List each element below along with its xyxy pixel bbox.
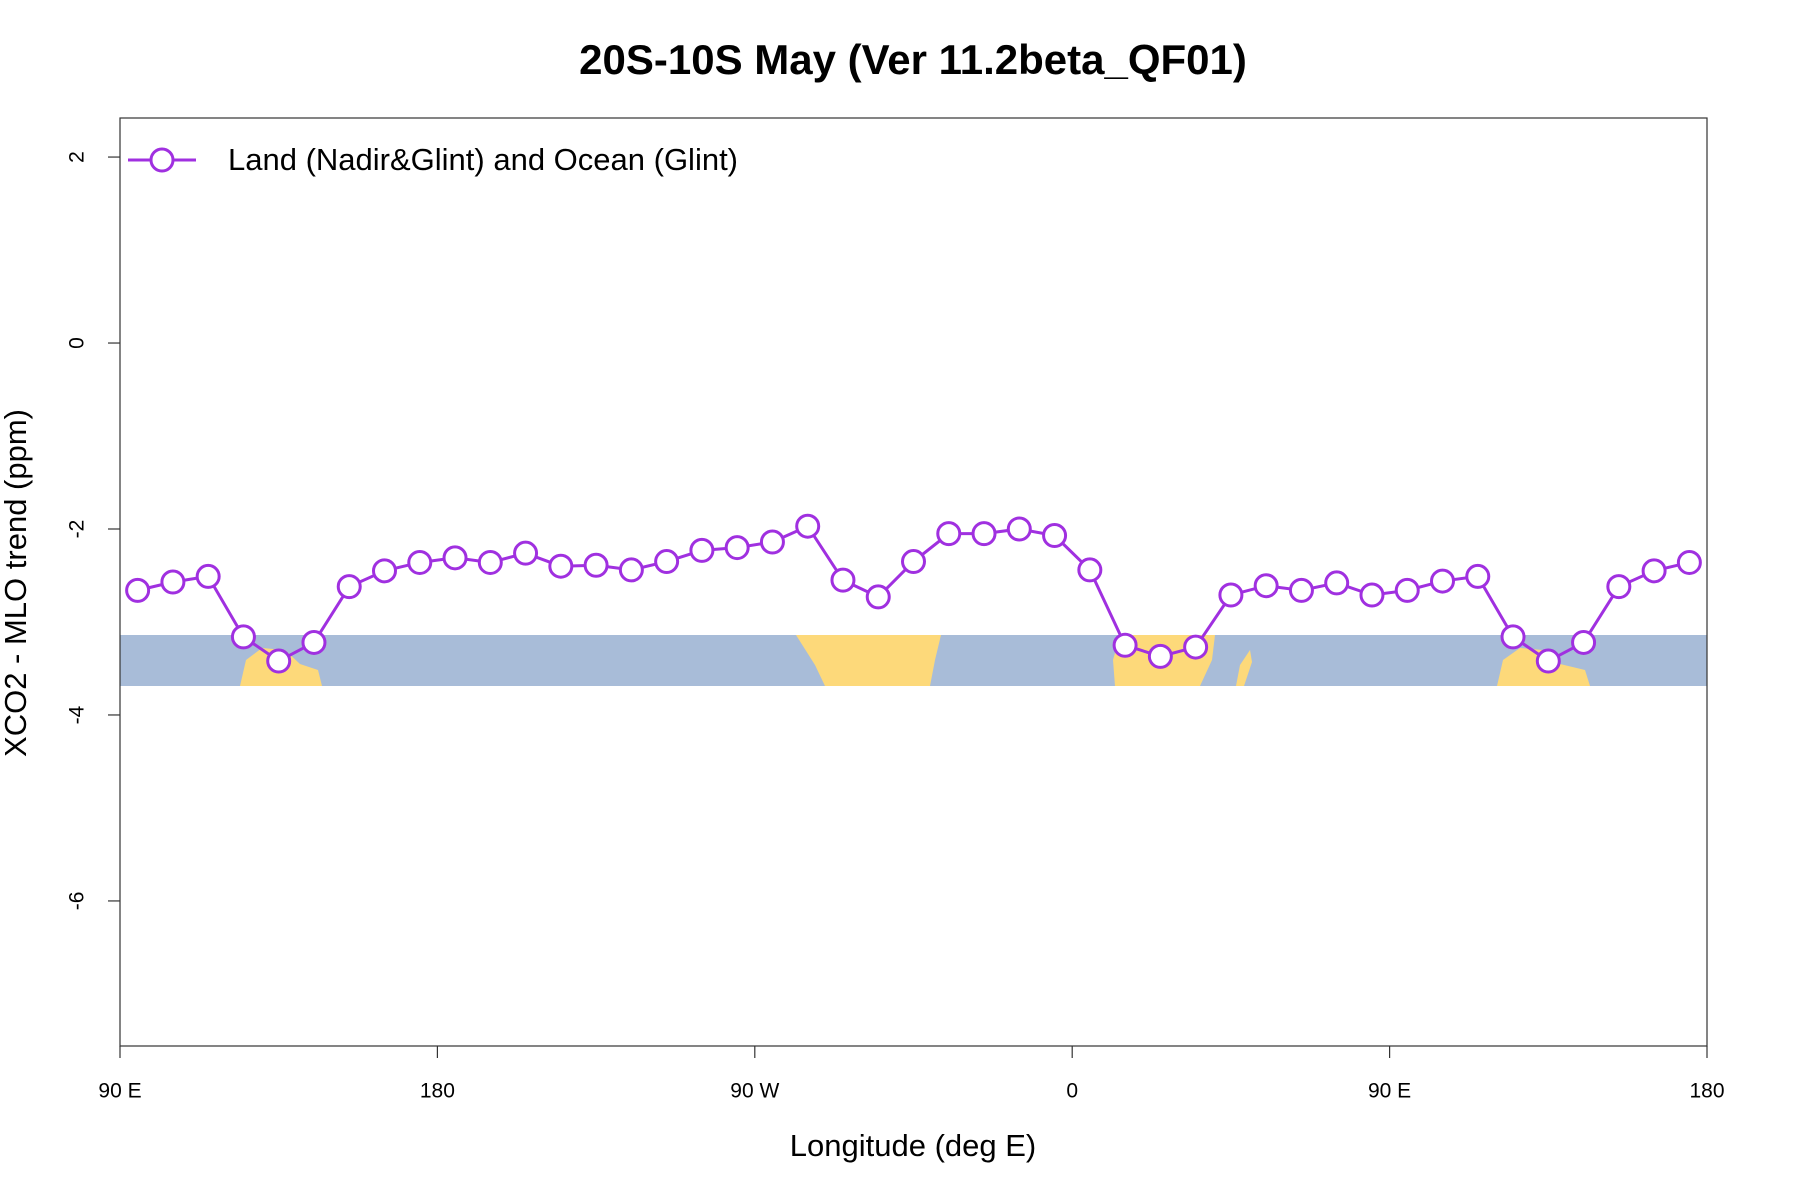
map-strip: [120, 635, 1707, 686]
point: [1183, 634, 1209, 660]
point: [1606, 574, 1632, 600]
point: [618, 557, 644, 583]
y-axis-title: XCO2 - MLO trend (ppm): [0, 409, 33, 757]
point: [1042, 523, 1068, 549]
y-tick-label: -4: [66, 705, 89, 724]
point: [901, 549, 926, 575]
point: [1359, 582, 1385, 608]
x-tick-label: 90 W: [730, 1080, 779, 1103]
point: [1147, 643, 1173, 669]
point: [1288, 577, 1314, 603]
point: [1465, 563, 1491, 589]
point: [442, 545, 468, 571]
x-tick-label: 180: [420, 1080, 455, 1103]
point: [1394, 577, 1420, 603]
x-tick-label: 90 E: [1368, 1080, 1411, 1103]
plot-frame: [119, 117, 1708, 1047]
legend-label: Land (Nadir&Glint) and Ocean (Glint): [228, 142, 738, 177]
point: [583, 552, 609, 578]
point: [336, 574, 362, 600]
point: [971, 521, 997, 547]
land: [796, 635, 941, 686]
chart-title: 20S-10S May (Ver 11.2beta_QF01): [579, 36, 1247, 83]
point: [548, 553, 574, 579]
point: [1500, 624, 1526, 650]
x-tick-label: 180: [1689, 1080, 1724, 1103]
point: [1218, 582, 1244, 608]
point: [1535, 648, 1561, 674]
point: [372, 558, 397, 584]
point: [230, 624, 256, 650]
point: [865, 584, 891, 610]
point: [125, 577, 151, 603]
point: [830, 567, 856, 593]
legend-marker: [149, 147, 175, 173]
point: [936, 521, 962, 547]
point: [1112, 632, 1138, 658]
point: [195, 563, 221, 589]
point: [724, 535, 750, 561]
point: [407, 549, 433, 575]
point: [689, 537, 715, 563]
y-tick-label: -6: [66, 892, 89, 911]
point: [795, 513, 821, 539]
point: [477, 549, 503, 575]
x-tick-label: 0: [1066, 1080, 1078, 1103]
x-tick-label: 90 E: [98, 1080, 141, 1103]
y-tick-label: -2: [66, 520, 89, 539]
point: [1641, 558, 1667, 584]
point: [759, 529, 785, 555]
point: [266, 648, 292, 674]
point: [1006, 516, 1032, 542]
y-tick-label: 2: [66, 151, 89, 163]
x-axis-title: Longitude (deg E): [790, 1128, 1036, 1163]
point: [1324, 570, 1350, 596]
point: [654, 549, 680, 575]
point: [160, 569, 186, 595]
point: [1077, 557, 1103, 583]
point: [1676, 549, 1702, 575]
point: [1430, 568, 1455, 594]
y-tick-label: 0: [66, 337, 89, 349]
point: [513, 540, 539, 566]
point: [1253, 573, 1279, 599]
point: [1571, 629, 1597, 655]
point: [301, 629, 327, 655]
land: [1236, 650, 1252, 686]
